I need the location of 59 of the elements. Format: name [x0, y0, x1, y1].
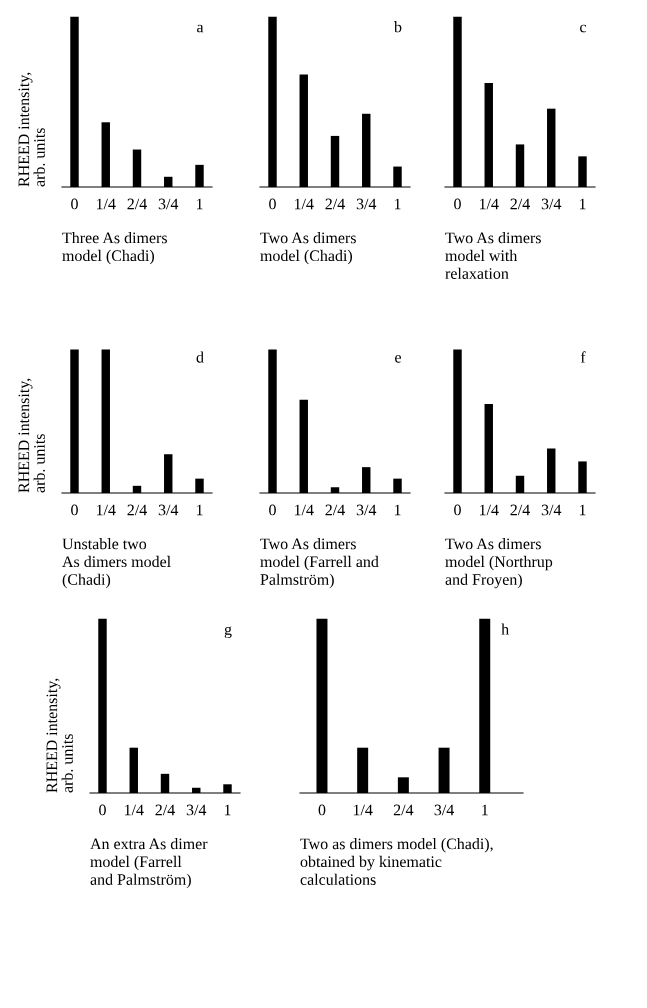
annotation: e: [395, 354, 401, 363]
x-tick-label: 1/4: [124, 804, 144, 816]
annotation: c: [580, 24, 587, 33]
x-tick-label: 2/4: [325, 198, 345, 210]
annotation: b: [394, 21, 402, 33]
annotation: d: [196, 351, 204, 363]
x-tick-label: 1/4: [96, 198, 116, 210]
x-tick-label: 2/4: [510, 504, 530, 516]
x-tick-label: 3/4: [356, 504, 377, 516]
x-axis-title: An extra As dimer model (Farrell and Palmström): [90, 838, 208, 889]
x-tick-label: 3/4: [541, 504, 562, 516]
x-tick-label: 1/4: [294, 504, 314, 516]
x-axis-title: Two As dimers model (Northrup and Froyen): [445, 538, 553, 589]
x-tick-label: 2/4: [510, 198, 530, 210]
x-tick-label: 2/4: [127, 504, 147, 516]
x-tick-label: 3/4: [356, 198, 377, 210]
x-tick-label: 3/4: [158, 198, 179, 210]
x-tick-label: 0: [269, 504, 276, 516]
x-tick-label: 0: [99, 804, 106, 816]
x-tick-label: 1/4: [479, 198, 499, 210]
x-tick-label: 2/4: [155, 804, 175, 816]
x-axis-title: Two as dimers model (Chadi), obtained by kinematic calculations: [300, 838, 493, 885]
x-tick-label: 0: [318, 804, 326, 816]
x-tick-label: 0: [71, 504, 78, 516]
annotation: g: [224, 626, 232, 639]
x-tick-label: 0: [269, 198, 276, 210]
x-tick-label: 1: [196, 504, 203, 516]
x-tick-label: 1: [394, 198, 401, 210]
x-tick-label: 3/4: [186, 804, 207, 816]
x-tick-label: 1: [196, 198, 203, 210]
x-tick-label: 3/4: [541, 198, 562, 210]
x-tick-label: 1/4: [96, 504, 116, 516]
x-tick-label: 2/4: [325, 504, 345, 516]
y-axis-title: RHEED intensity, arb. units: [46, 678, 73, 793]
x-tick-label: 0: [71, 198, 78, 210]
x-tick-label: 3/4: [158, 504, 179, 516]
x-tick-label: 0: [454, 504, 461, 516]
x-tick-label: 3/4: [434, 804, 455, 816]
x-tick-label: 2/4: [127, 198, 147, 210]
x-tick-label: 1: [224, 804, 231, 816]
x-axis-title: Three As dimers model (Chadi): [62, 232, 167, 265]
x-axis-title: Two As dimers model (Farrell and Palmström): [260, 538, 379, 589]
x-tick-label: 1: [579, 198, 586, 210]
annotation: h: [501, 623, 509, 635]
x-tick-label: 0: [454, 198, 461, 210]
annotation: f: [580, 351, 586, 363]
x-tick-label: 1/4: [479, 504, 499, 516]
x-axis-title: Two As dimers model with relaxation: [445, 232, 541, 279]
y-axis-title: RHEED intensity, arb. units: [18, 378, 45, 493]
x-tick-label: 2/4: [393, 804, 414, 816]
x-tick-label: 1: [394, 504, 401, 516]
x-tick-label: 1: [579, 504, 586, 516]
x-tick-label: 1: [482, 804, 488, 816]
x-axis-title: Two As dimers model (Chadi): [260, 232, 356, 265]
x-tick-label: 1/4: [294, 198, 314, 210]
annotation: a: [197, 24, 204, 33]
x-axis-title: Unstable two As dimers model (Chadi): [62, 538, 171, 589]
x-tick-label: 1/4: [353, 804, 373, 816]
y-axis-title: RHEED intensity, arb. units: [18, 72, 45, 187]
